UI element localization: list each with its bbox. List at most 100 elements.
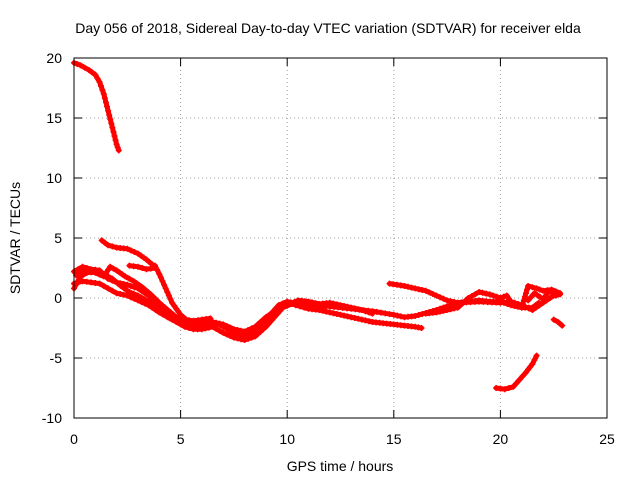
data-point: [117, 291, 124, 297]
data-point: [213, 319, 220, 326]
data-point: [415, 312, 422, 318]
data-point: [447, 298, 454, 305]
data-point: [426, 289, 433, 296]
data-point: [505, 295, 512, 302]
data-point: [465, 295, 472, 301]
plot-frame: [73, 57, 608, 419]
data-point: [99, 87, 106, 93]
data-point: [337, 302, 344, 309]
data-point: [147, 291, 154, 298]
data-point: [150, 294, 157, 301]
data-point: [436, 294, 443, 301]
data-point: [472, 291, 479, 297]
data-point: [77, 62, 84, 69]
data-point: [369, 310, 376, 317]
data-point: [378, 309, 385, 316]
data-point: [100, 273, 107, 280]
data-point: [173, 314, 180, 321]
data-point: [508, 299, 515, 305]
y-tick-label: -5: [50, 350, 63, 366]
data-point: [333, 301, 340, 308]
data-point: [153, 297, 160, 303]
series-track-11: [493, 352, 540, 393]
data-point: [110, 265, 117, 272]
series-track-7: [73, 263, 210, 324]
grid-lines: [74, 58, 607, 418]
data-point: [216, 327, 223, 334]
data-point: [373, 308, 380, 315]
data-point: [248, 334, 255, 341]
data-point: [230, 326, 237, 333]
data-point: [101, 95, 108, 102]
data-point: [429, 291, 436, 297]
data-point: [207, 315, 214, 322]
data-point: [550, 316, 557, 323]
x-tick-label: 25: [599, 431, 615, 447]
data-point: [362, 317, 369, 324]
data-point: [105, 285, 112, 292]
data-point: [497, 295, 504, 301]
data-point: [159, 309, 166, 315]
data-point: [98, 237, 105, 244]
data-point: [436, 308, 443, 315]
chart-title: Day 056 of 2018, Sidereal Day-to-day VTE…: [75, 20, 581, 36]
data-point: [152, 304, 159, 311]
data-point: [234, 335, 241, 342]
data-point: [330, 310, 337, 317]
data-point: [94, 75, 101, 82]
data-point: [152, 265, 159, 271]
data-point: [164, 289, 171, 295]
data-point: [513, 380, 520, 387]
data-point: [348, 314, 355, 321]
data-point: [145, 298, 152, 305]
data-point: [528, 293, 535, 300]
data-point: [519, 373, 526, 379]
data-point: [92, 269, 99, 276]
data-point: [138, 294, 145, 301]
data-point: [408, 284, 415, 291]
data-point: [305, 298, 312, 305]
data-point: [113, 290, 120, 297]
data-point: [269, 309, 276, 316]
data-point: [444, 307, 451, 313]
x-axis-label: GPS time / hours: [287, 458, 394, 474]
data-point: [273, 307, 280, 313]
data-point: [503, 292, 510, 299]
data-point: [98, 83, 105, 89]
data-point: [451, 305, 458, 312]
data-point: [102, 270, 109, 277]
data-point: [110, 128, 117, 135]
y-tick-label: 5: [54, 230, 62, 246]
data-point: [266, 311, 273, 318]
data-point: [316, 307, 323, 313]
data-point: [105, 267, 112, 273]
data-point: [159, 278, 166, 285]
data-point: [397, 313, 404, 320]
data-point: [107, 263, 114, 270]
data-point: [220, 329, 227, 336]
data-point: [323, 308, 330, 315]
data-point: [102, 99, 109, 106]
data-point: [227, 333, 234, 339]
data-point: [559, 322, 566, 329]
data-point: [490, 292, 497, 299]
data-point: [546, 287, 553, 294]
data-point: [88, 269, 95, 275]
data-point: [216, 320, 223, 327]
data-point: [531, 356, 538, 363]
data-point: [525, 283, 532, 289]
data-point: [401, 283, 408, 289]
data-point: [355, 315, 362, 322]
data-point: [156, 307, 163, 313]
y-axis-label: SDTVAR / TECUs: [7, 182, 23, 294]
data-point: [149, 301, 156, 308]
data-point: [245, 335, 252, 342]
data-point: [268, 317, 275, 324]
data-point: [358, 307, 365, 313]
data-point: [522, 290, 529, 297]
data-point: [262, 323, 269, 330]
data-point: [81, 64, 88, 71]
data-point: [134, 263, 141, 270]
data-point: [223, 323, 230, 329]
data-point: [238, 336, 245, 343]
